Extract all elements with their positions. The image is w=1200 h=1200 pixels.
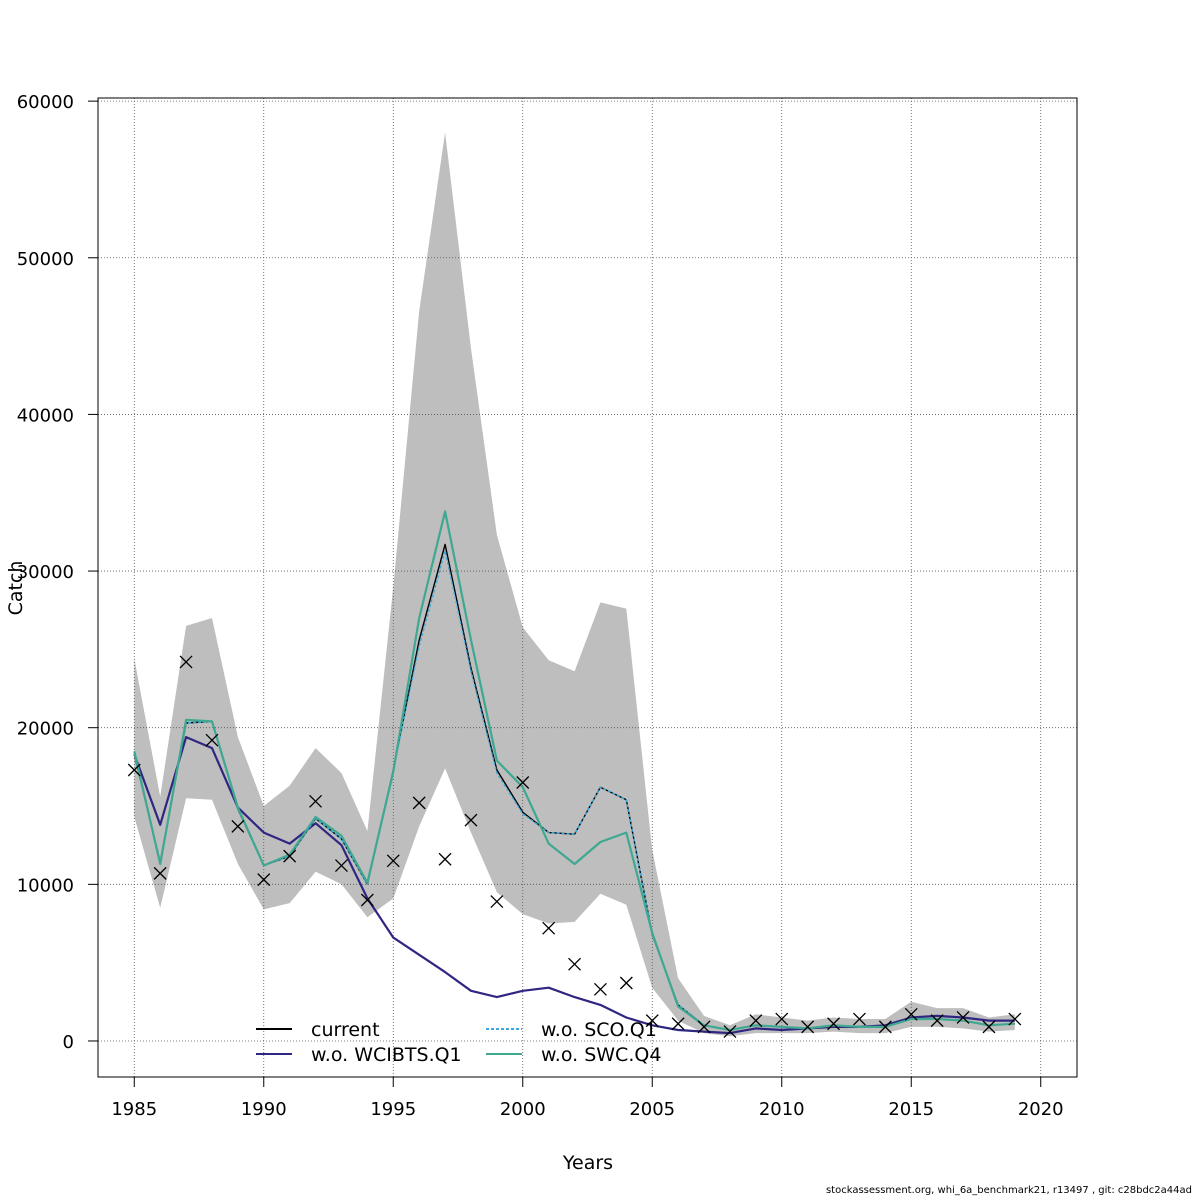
plot-frame: [97, 97, 1078, 1078]
observed-point-2019: [1008, 1012, 1022, 1026]
legend-label-w-o-swc-q4: w.o. SWC.Q4: [541, 1044, 661, 1066]
legend: current w.o. WCIBTS.Q1 w.o. SCO.Q1 w.o. SWC…: [256, 1019, 661, 1066]
confidence-band: [134, 132, 1015, 1037]
observed-point-2001: [542, 921, 556, 935]
y-tick-label-10000: 10000: [17, 875, 74, 896]
observed-point-2002: [568, 957, 582, 971]
y-tick-label-30000: 30000: [17, 562, 74, 583]
observed-point-2014: [878, 1020, 892, 1034]
y-axis-title: Catch: [5, 561, 27, 616]
x-tick-label-2005: 2005: [629, 1099, 675, 1120]
observed-point-1986: [153, 866, 167, 880]
legend-label-w-o-sco-q1: w.o. SCO.Q1: [541, 1019, 657, 1041]
x-tick-label-1995: 1995: [370, 1099, 416, 1120]
observed-point-2018: [982, 1020, 996, 1034]
legend-item-w-o-swc-q4: w.o. SWC.Q4: [486, 1044, 661, 1066]
observed-point-2006: [671, 1017, 685, 1031]
observed-point-2012: [827, 1017, 841, 1031]
observed-point-1997: [438, 852, 452, 866]
observed-point-1985: [127, 763, 141, 777]
observed-point-1999: [490, 895, 504, 909]
observed-point-2007: [697, 1020, 711, 1034]
observed-point-2016: [930, 1014, 944, 1028]
series-layer: [133, 510, 1015, 1035]
observed-point-2015: [904, 1007, 918, 1021]
x-tick-label-2000: 2000: [500, 1099, 546, 1120]
observed-point-2000: [516, 776, 530, 789]
observed-point-1995: [386, 854, 400, 868]
observed-point-2010: [775, 1012, 789, 1026]
x-tick-label-2020: 2020: [1018, 1099, 1064, 1120]
legend-item-current: current: [256, 1019, 380, 1041]
y-tick-label-50000: 50000: [17, 249, 74, 270]
y-tick-label-60000: 60000: [17, 92, 74, 113]
observed-point-2003: [593, 982, 607, 996]
observed-point-1989: [231, 819, 245, 833]
x-axis-title: Years: [562, 1152, 613, 1174]
legend-item-w-o-sco-q1: w.o. SCO.Q1: [486, 1019, 657, 1041]
y-axis: 0 10000 20000 30000 40000 50000 60000: [17, 92, 98, 1053]
x-tick-label-2010: 2010: [759, 1099, 805, 1120]
y-tick-label-40000: 40000: [17, 405, 74, 426]
observed-point-1992: [309, 794, 323, 808]
observed-point-1990: [257, 873, 271, 887]
x-tick-label-2015: 2015: [888, 1099, 934, 1120]
observed-point-2013: [852, 1012, 866, 1026]
x-axis: 1985 1990 1995 2000 2005 2010 2015 2020: [111, 1077, 1064, 1120]
observed-point-1988: [205, 733, 219, 747]
observed-point-2008: [723, 1025, 737, 1039]
legend-item-w-o-wcibts-q1: w.o. WCIBTS.Q1: [256, 1044, 462, 1066]
y-tick-label-20000: 20000: [17, 719, 74, 740]
observed-point-2004: [619, 976, 633, 990]
observed-point-2011: [801, 1020, 815, 1034]
grid-layer: [98, 98, 1077, 1077]
observed-point-1998: [464, 813, 478, 827]
observed-point-2017: [956, 1011, 970, 1024]
confidence-band-layer: [134, 132, 1015, 1037]
observed-point-1996: [412, 796, 426, 810]
legend-label-current: current: [311, 1019, 380, 1041]
observed-point-1993: [334, 859, 348, 872]
observed-point-2009: [749, 1014, 763, 1028]
observed-point-2005: [645, 1014, 659, 1028]
series-line-w-o-swc-q4: [133, 510, 1015, 1032]
observed-point-1987: [179, 655, 193, 669]
observed-point-1991: [283, 849, 297, 863]
x-tick-label-1990: 1990: [241, 1099, 287, 1120]
observed-point-1994: [360, 893, 374, 907]
y-tick-label-0: 0: [63, 1032, 74, 1053]
x-tick-label-1985: 1985: [111, 1099, 157, 1120]
legend-label-w-o-wcibts-q1: w.o. WCIBTS.Q1: [311, 1044, 462, 1066]
footer-credit: stockassessment.org, whi_6a_benchmark21,…: [825, 1185, 1192, 1196]
observed-points-layer: [127, 655, 1022, 1039]
